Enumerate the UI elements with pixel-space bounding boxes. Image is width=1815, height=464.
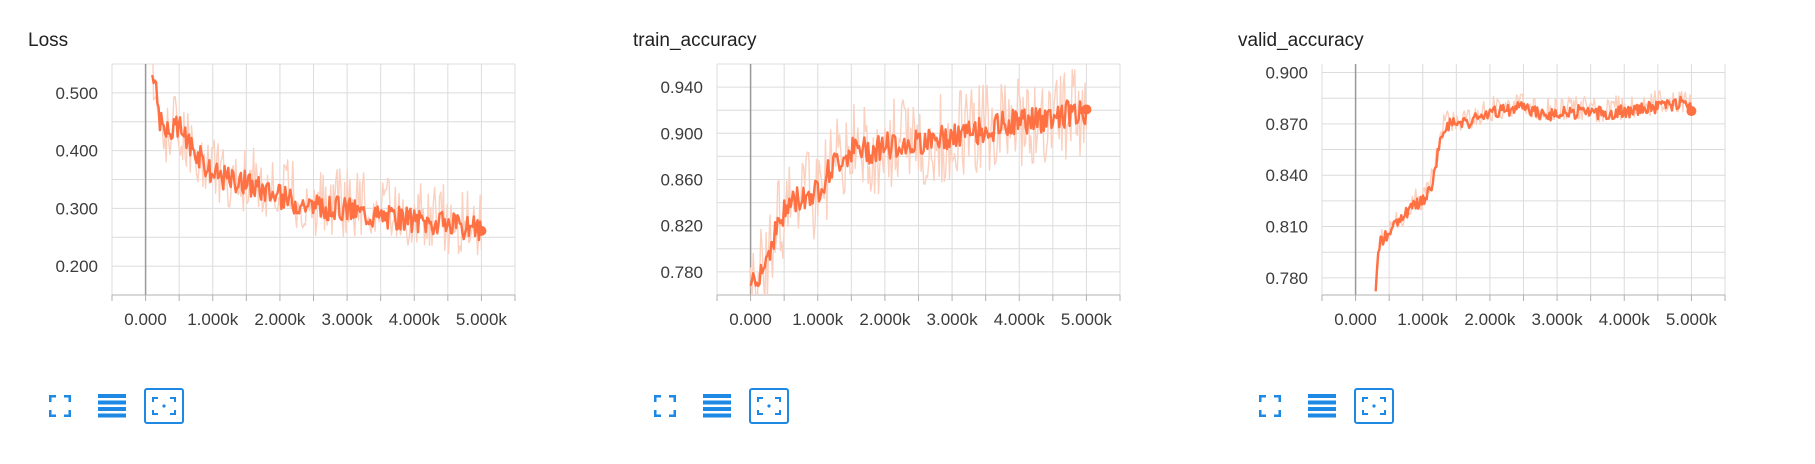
y-tick-label: 0.820 [660, 217, 703, 236]
series-end-point [1686, 106, 1697, 117]
x-tick-label: 0.000 [729, 310, 772, 329]
chart-toolbar [40, 388, 196, 424]
series-group [151, 64, 483, 256]
fit-domain-button[interactable] [749, 388, 789, 424]
y-tick-label: 0.400 [55, 142, 98, 161]
chart-panel-valid-accuracy: valid_accuracy 0.780 0.810 0.840 0.870 0.900… [1210, 0, 1800, 464]
x-tick-label: 0.000 [1334, 310, 1377, 329]
fullscreen-button[interactable] [1250, 388, 1290, 424]
loss-chart: 0.200 0.300 0.400 0.500 0.000 1.000k 2.000k 3.0… [55, 63, 516, 329]
x-tick-label: 1.000k [1397, 310, 1449, 329]
x-tick-label: 5.000k [1666, 310, 1718, 329]
y-tick-label: 0.900 [1265, 64, 1308, 83]
data-table-button[interactable] [697, 388, 737, 424]
x-tick-label: 0.000 [124, 310, 167, 329]
x-tick-label: 3.000k [927, 310, 979, 329]
chart-panel-train-accuracy: train_accuracy 0.780 0.820 0.860 0.900 0.940… [605, 0, 1195, 464]
fit-domain-icon [1362, 397, 1386, 415]
series-group [1374, 90, 1693, 292]
data-table-button[interactable] [1302, 388, 1342, 424]
x-tick-label: 3.000k [1532, 310, 1584, 329]
x-tick-label: 5.000k [456, 310, 508, 329]
y-tick-label: 0.810 [1265, 218, 1308, 237]
y-tick-label: 0.780 [660, 263, 703, 282]
y-tick-label: 0.900 [660, 124, 703, 143]
fullscreen-icon [654, 395, 676, 417]
y-tick-label: 0.860 [660, 171, 703, 190]
data-table-icon [703, 394, 731, 418]
series-smoothed-line [151, 74, 483, 242]
chart-title: valid_accuracy [1238, 30, 1364, 51]
chart-toolbar [645, 388, 801, 424]
data-table-icon [1308, 394, 1336, 418]
fit-domain-button[interactable] [144, 388, 184, 424]
chart-panel-loss: Loss 0.200 0.300 0.400 0.500 0.000 1.000k 2.00… [0, 0, 590, 464]
y-tick-label: 0.940 [660, 78, 703, 97]
x-tick-label: 4.000k [389, 310, 441, 329]
fullscreen-icon [1259, 395, 1281, 417]
x-tick-label: 3.000k [322, 310, 374, 329]
data-table-icon [98, 394, 126, 418]
fit-domain-button[interactable] [1354, 388, 1394, 424]
valid-accuracy-chart: 0.780 0.810 0.840 0.870 0.900 0.000 1.000k 2.00… [1265, 64, 1726, 329]
y-tick-label: 0.870 [1265, 115, 1308, 134]
fullscreen-button[interactable] [645, 388, 685, 424]
y-tick-label: 0.840 [1265, 166, 1308, 185]
fullscreen-button[interactable] [40, 388, 80, 424]
chart-title: Loss [28, 30, 69, 51]
series-smoothed-line [749, 99, 1088, 288]
x-tick-label: 1.000k [792, 310, 844, 329]
chart-title: train_accuracy [633, 30, 757, 51]
fullscreen-icon [49, 395, 71, 417]
series-end-point [1081, 104, 1092, 115]
y-tick-label: 0.500 [55, 84, 98, 103]
x-tick-label: 5.000k [1061, 310, 1113, 329]
series-raw-line [749, 68, 1088, 295]
y-tick-label: 0.780 [1265, 269, 1308, 288]
x-tick-label: 2.000k [859, 310, 911, 329]
x-tick-label: 2.000k [254, 310, 306, 329]
y-tick-label: 0.300 [55, 199, 98, 218]
x-tick-label: 4.000k [1599, 310, 1651, 329]
series-end-point [476, 225, 487, 236]
x-tick-label: 4.000k [994, 310, 1046, 329]
y-tick-label: 0.200 [55, 257, 98, 276]
x-tick-label: 1.000k [187, 310, 239, 329]
fit-domain-icon [152, 397, 176, 415]
fit-domain-icon [757, 397, 781, 415]
data-table-button[interactable] [92, 388, 132, 424]
x-tick-label: 2.000k [1464, 310, 1516, 329]
series-group [749, 68, 1088, 295]
chart-toolbar [1250, 388, 1406, 424]
series-raw-line [152, 64, 483, 256]
train-accuracy-chart: 0.780 0.820 0.860 0.900 0.940 0.000 1.000k 2.00… [660, 63, 1121, 329]
series-smoothed-line [1374, 95, 1693, 292]
